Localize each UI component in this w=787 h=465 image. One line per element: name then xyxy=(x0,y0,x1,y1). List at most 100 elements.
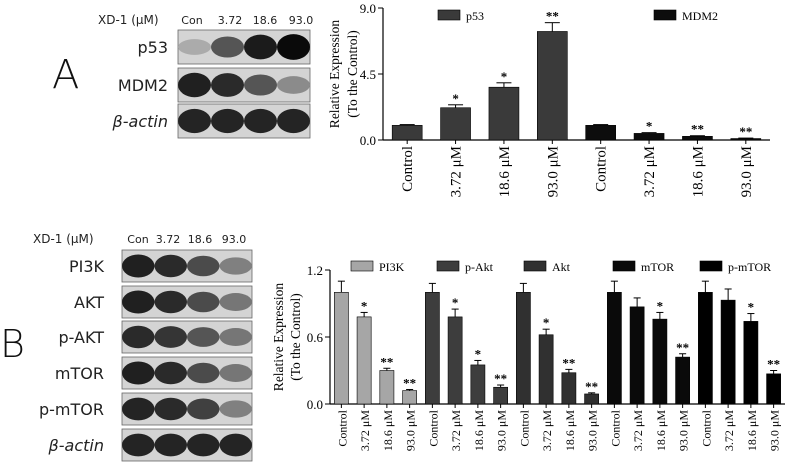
panel-letter: A xyxy=(52,52,79,98)
significance-mark: * xyxy=(501,69,508,84)
blot-band xyxy=(122,254,155,278)
blot-band xyxy=(154,326,187,348)
bar-p-Akt xyxy=(470,364,486,405)
bar-p-Akt xyxy=(425,292,440,405)
blot-band xyxy=(277,108,310,134)
blot-lane-label: 3.72 xyxy=(156,233,181,246)
y-tick-label: 9.0 xyxy=(360,1,376,16)
blot-band xyxy=(187,398,220,420)
legend-label: mTOR xyxy=(641,260,674,274)
x-tick-label: 18.6 μM xyxy=(563,410,577,451)
x-tick-label: 18.6 μM xyxy=(381,410,395,451)
x-tick-label: Control xyxy=(517,409,531,446)
significance-mark: * xyxy=(646,119,653,134)
blot-lane-label: 3.72 xyxy=(218,14,243,27)
blot-lane-label: 93.0 xyxy=(289,14,314,27)
blot-row-label: p-AKT xyxy=(58,328,104,347)
significance-mark: ** xyxy=(403,375,416,390)
chart-0: 0.0 4.5 9.0 Relative Expression (To the Cont… xyxy=(327,1,770,197)
blot-band xyxy=(122,290,155,314)
bar-MDM2 xyxy=(633,133,665,141)
significance-mark: ** xyxy=(546,9,559,24)
x-tick-label: 93.0 μM xyxy=(768,410,782,451)
blot-band xyxy=(178,39,211,55)
x-tick-label: 3.72 μM xyxy=(631,410,645,451)
significance-mark: * xyxy=(361,298,368,313)
y-axis-label: (To the Control) xyxy=(345,30,360,118)
significance-mark: * xyxy=(543,315,550,330)
x-tick-label: 18.6 μM xyxy=(472,410,486,451)
x-tick-label: 93.0 μM xyxy=(545,146,561,197)
significance-mark: ** xyxy=(767,357,780,372)
blot-row-label: mTOR xyxy=(55,364,104,383)
y-tick-label: 0.6 xyxy=(307,330,324,345)
blot-row-label: MDM2 xyxy=(118,76,168,95)
significance-mark: * xyxy=(748,300,755,315)
x-tick-label: Control xyxy=(608,409,622,446)
blot-band xyxy=(277,34,310,60)
bar-PI3K xyxy=(356,316,372,405)
bar-PI3K xyxy=(402,390,417,405)
x-tick-label: 93.0 μM xyxy=(677,410,691,451)
x-tick-label: Control xyxy=(594,146,610,192)
bar-MDM2 xyxy=(682,136,713,141)
bar-mTOR xyxy=(652,318,668,405)
significance-mark: * xyxy=(657,298,664,313)
significance-mark: ** xyxy=(562,355,575,370)
blot-band xyxy=(277,76,310,94)
significance-mark: * xyxy=(452,91,459,106)
blot-band xyxy=(219,257,252,275)
blot-row-label: p-mTOR xyxy=(39,400,104,419)
x-tick-label: 18.6 μM xyxy=(745,410,759,451)
blot-band xyxy=(211,108,244,134)
bar-p-mTOR xyxy=(743,321,759,405)
x-tick-label: Control xyxy=(699,409,713,446)
blot-band xyxy=(187,327,220,347)
blot-band xyxy=(244,108,277,134)
significance-mark: ** xyxy=(676,340,689,355)
y-tick-label: 0.0 xyxy=(360,133,376,148)
blot-band xyxy=(178,72,211,98)
bar-p-mTOR xyxy=(720,299,736,405)
bar-mTOR xyxy=(607,292,622,405)
blot-lane-label: 18.6 xyxy=(188,233,213,246)
blot-band xyxy=(154,290,187,314)
x-tick-label: Control xyxy=(400,146,416,192)
bar-Akt xyxy=(538,334,554,405)
bar-mTOR xyxy=(629,306,645,405)
legend-label: MDM2 xyxy=(682,9,718,23)
legend-label: p53 xyxy=(466,9,484,23)
blot-band xyxy=(178,108,211,134)
blot-band xyxy=(211,36,244,58)
blot-band xyxy=(219,328,252,346)
x-tick-label: 3.72 μM xyxy=(540,410,554,451)
blot-band xyxy=(122,397,155,421)
blot-band xyxy=(154,433,187,457)
significance-mark: ** xyxy=(691,122,704,137)
legend-label: p-Akt xyxy=(465,260,494,274)
blot-band xyxy=(122,325,155,349)
bar-p-Akt xyxy=(447,316,463,405)
blot-band xyxy=(122,361,155,385)
y-axis-label: (To the Control) xyxy=(288,293,303,381)
blot-band xyxy=(219,364,252,382)
chart-1: 0.0 0.6 1.2 Relative Expression (To the Cont… xyxy=(271,260,785,451)
significance-mark: ** xyxy=(585,379,598,394)
significance-mark: * xyxy=(475,346,482,361)
x-tick-label: 93.0 μM xyxy=(404,410,418,451)
x-tick-label: 18.6 μM xyxy=(654,410,668,451)
blot-band xyxy=(154,361,187,385)
legend-swatch xyxy=(436,260,460,272)
blot-row-label: β-actin xyxy=(112,112,168,131)
significance-mark: * xyxy=(452,295,459,310)
blot-band xyxy=(122,433,155,457)
significance-mark: ** xyxy=(739,124,752,139)
legend-label: p-mTOR xyxy=(728,260,771,274)
legend-swatch xyxy=(699,260,723,272)
bar-p-mTOR xyxy=(698,292,713,405)
western-blots: AXD-1 (μM) Con 3.72 18.6 93.0p53MDM2β-actinB… xyxy=(0,13,314,462)
bar-PI3K xyxy=(334,292,349,405)
bar-MDM2 xyxy=(585,125,616,141)
x-tick-label: 18.6 μM xyxy=(497,146,513,197)
